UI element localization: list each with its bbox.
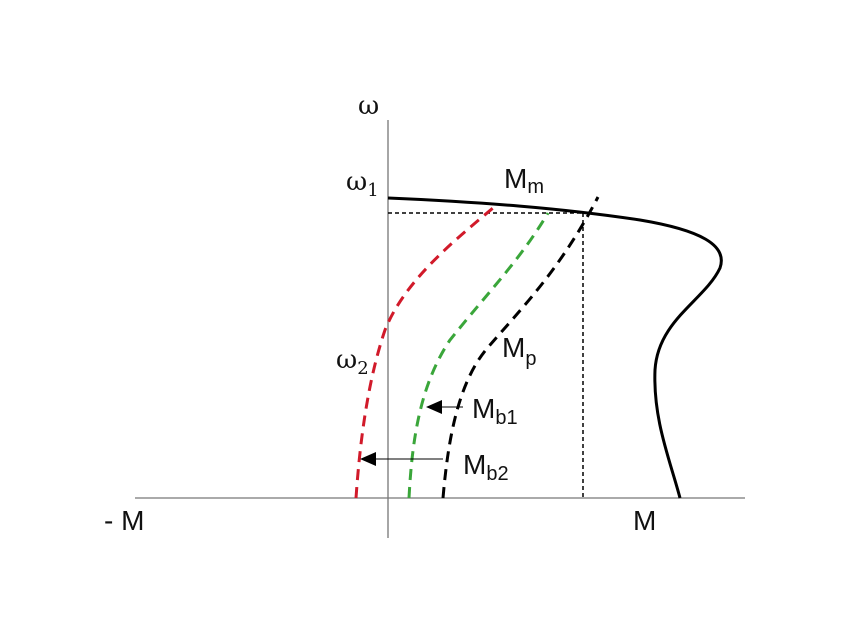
omega2-label: ω2 xyxy=(336,345,369,379)
pos-m-label: M xyxy=(633,505,656,536)
mb2-arrow-head xyxy=(360,452,376,466)
braking-torque-curve-mb1 xyxy=(407,212,550,499)
load-torque-curve-mp xyxy=(441,196,600,499)
motor-torque-curve xyxy=(387,196,723,499)
omega-axis-label: ω xyxy=(358,91,379,121)
mp-label: Mp xyxy=(502,332,536,370)
omega1-label: ω1 xyxy=(346,167,379,201)
mb2-label: Mb2 xyxy=(463,449,509,485)
neg-m-label: - M xyxy=(104,505,144,536)
mb1-arrow-head xyxy=(426,400,442,414)
mb1-label: Mb1 xyxy=(472,393,518,429)
mm-label: Mm xyxy=(504,163,544,198)
braking-torque-curve-mb2 xyxy=(354,206,494,499)
